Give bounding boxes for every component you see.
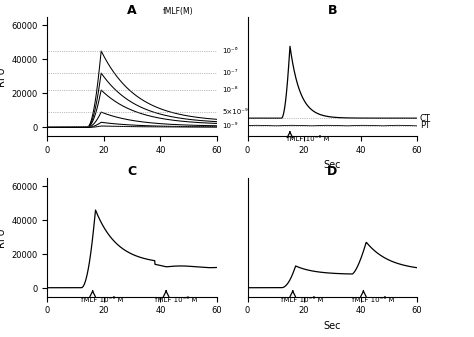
- Title: B: B: [328, 4, 337, 17]
- Text: fMLF 10⁻⁶ M: fMLF 10⁻⁶ M: [352, 297, 395, 303]
- X-axis label: Sec: Sec: [324, 160, 341, 170]
- X-axis label: Sec: Sec: [324, 321, 341, 331]
- Text: PT: PT: [420, 121, 430, 130]
- Y-axis label: RFU: RFU: [0, 227, 6, 247]
- Title: A: A: [128, 4, 137, 17]
- Text: fMLF 10⁻⁶ M: fMLF 10⁻⁶ M: [82, 297, 124, 303]
- Text: fMLF(M): fMLF(M): [163, 7, 193, 16]
- Text: fMLF 10⁻⁸ M: fMLF 10⁻⁸ M: [155, 297, 197, 303]
- Text: 10⁻⁹: 10⁻⁹: [223, 123, 238, 129]
- Title: D: D: [327, 164, 337, 178]
- Text: fMLF 10⁻⁶ M: fMLF 10⁻⁶ M: [287, 136, 329, 142]
- Text: CT: CT: [420, 114, 431, 123]
- Text: 10⁻⁸: 10⁻⁸: [223, 87, 238, 93]
- Y-axis label: RFU: RFU: [0, 66, 6, 86]
- Text: fMLF 10⁻⁶ M: fMLF 10⁻⁶ M: [282, 297, 324, 303]
- Title: C: C: [128, 164, 137, 178]
- Text: 5×10⁻⁹: 5×10⁻⁹: [223, 109, 248, 115]
- Text: 10⁻⁶: 10⁻⁶: [223, 48, 238, 54]
- Text: 10⁻⁷: 10⁻⁷: [223, 70, 238, 76]
